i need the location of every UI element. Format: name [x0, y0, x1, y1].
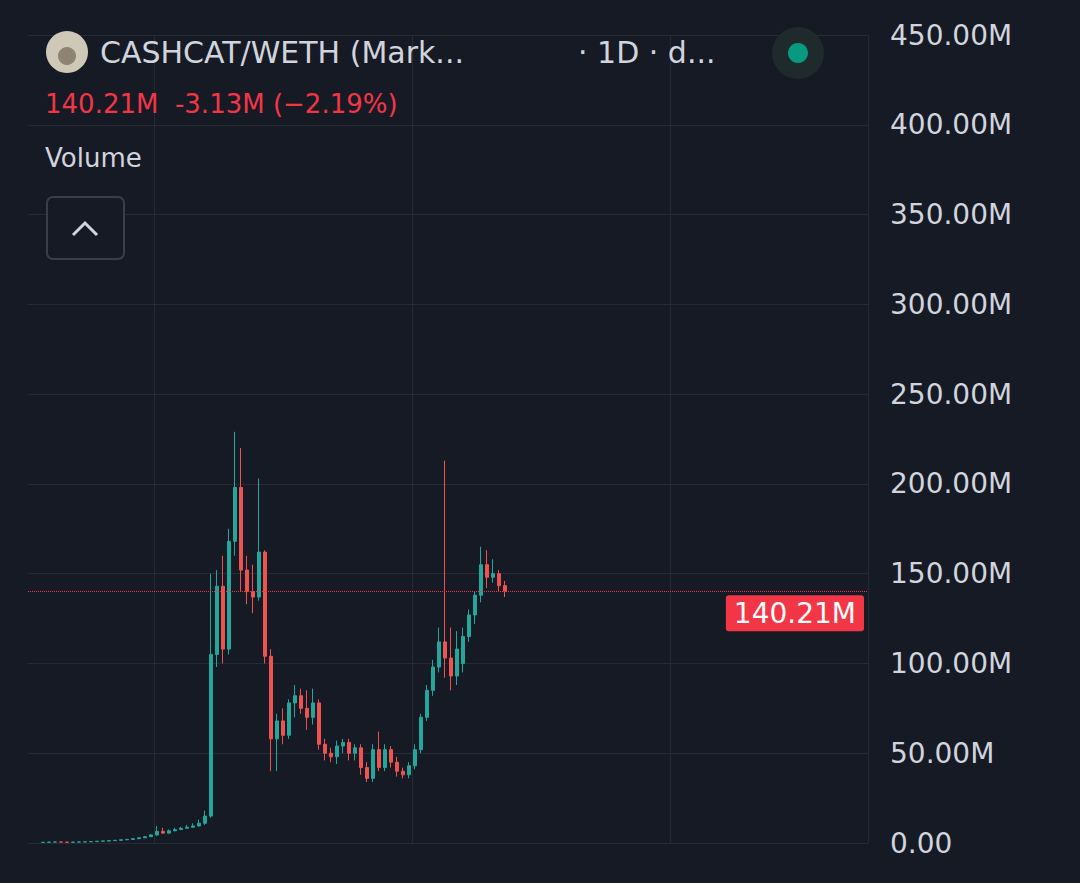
svg-text:300.00M: 300.00M	[890, 288, 1012, 321]
svg-text:140.21M -3.13M (−2.19%): 140.21M -3.13M (−2.19%)	[45, 89, 398, 119]
svg-text:200.00M: 200.00M	[890, 467, 1012, 500]
svg-text:· 1D · d...: · 1D · d...	[578, 35, 716, 70]
svg-text:Volume: Volume	[45, 143, 142, 173]
svg-text:450.00M: 450.00M	[890, 19, 1012, 52]
svg-text:50.00M: 50.00M	[890, 737, 994, 770]
svg-text:400.00M: 400.00M	[890, 108, 1012, 141]
svg-text:100.00M: 100.00M	[890, 647, 1012, 680]
svg-text:350.00M: 350.00M	[890, 198, 1012, 231]
svg-text:0.00: 0.00	[890, 827, 952, 860]
svg-text:140.21M: 140.21M	[734, 597, 856, 630]
svg-text:250.00M: 250.00M	[890, 378, 1012, 411]
svg-text:150.00M: 150.00M	[890, 557, 1012, 590]
svg-text:CASHCAT/WETH (Mark...: CASHCAT/WETH (Mark...	[100, 35, 464, 70]
